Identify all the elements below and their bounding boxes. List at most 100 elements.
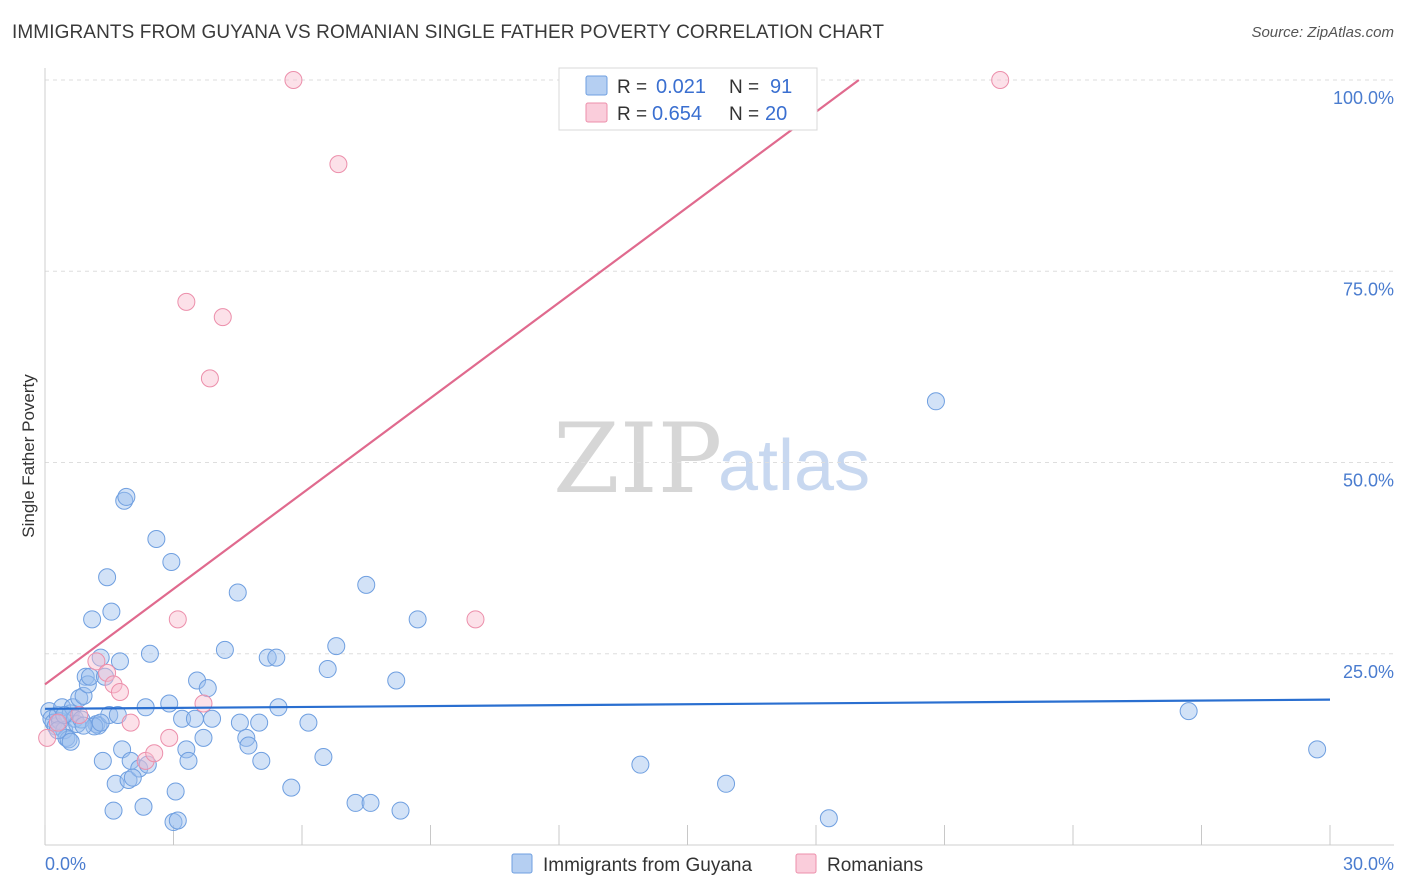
data-point-guyana: [74, 716, 93, 735]
data-point-romanians: [284, 71, 303, 89]
data-point-guyana: [408, 610, 427, 629]
data-point-guyana: [819, 809, 838, 828]
legend-swatch-romanians: [585, 102, 608, 123]
data-point-guyana: [147, 530, 166, 548]
data-point-romanians: [200, 369, 219, 388]
legend-r-value-1: 0.021: [656, 76, 706, 98]
data-point-romanians: [145, 744, 164, 763]
data-point-guyana: [130, 759, 149, 778]
series-romanians-points: [38, 71, 1010, 770]
trend-line-guyana: [44, 698, 1331, 710]
data-point-romanians: [213, 308, 232, 327]
legend-r-label-1: R =: [617, 77, 647, 98]
data-point-romanians: [177, 292, 196, 311]
bottom-legend: Immigrants from Guyana Romanians: [511, 853, 923, 876]
data-point-guyana: [80, 667, 99, 686]
data-point-guyana: [215, 640, 234, 659]
data-point-guyana: [228, 583, 247, 602]
y-axis-label: Single Father Poverty: [19, 374, 38, 538]
data-point-guyana: [282, 778, 301, 797]
y-tick-label: 25.0%: [1343, 662, 1394, 682]
legend-r-label-2: R =: [617, 104, 647, 125]
data-point-guyana: [252, 751, 271, 770]
legend-n-label-2: N =: [729, 104, 759, 125]
legend-r-value-2: 0.654: [652, 103, 702, 125]
data-point-romanians: [329, 155, 348, 174]
x-tick-label-max: 30.0%: [1343, 854, 1394, 874]
x-tick-label-min: 0.0%: [45, 854, 86, 874]
data-point-guyana: [230, 713, 249, 732]
bottom-legend-swatch-romanians: [795, 853, 817, 874]
data-point-guyana: [1179, 702, 1198, 721]
data-point-guyana: [194, 728, 213, 747]
data-point-guyana: [91, 713, 110, 732]
data-point-guyana: [327, 637, 346, 656]
data-point-guyana: [123, 768, 142, 787]
data-point-guyana: [926, 392, 945, 411]
bottom-legend-label-romanians: Romanians: [827, 855, 923, 876]
data-point-guyana: [74, 686, 93, 705]
data-point-romanians: [194, 694, 213, 713]
legend-n-value-1: 91: [770, 76, 792, 98]
y-tick-label: 50.0%: [1343, 471, 1394, 491]
data-point-guyana: [78, 675, 97, 694]
data-point-guyana: [177, 740, 196, 759]
data-point-guyana: [166, 782, 185, 801]
watermark-atlas: atlas: [718, 426, 870, 506]
data-point-guyana: [134, 797, 153, 816]
data-point-guyana: [346, 793, 365, 812]
data-point-guyana: [185, 709, 204, 728]
bottom-legend-label-guyana: Immigrants from Guyana: [543, 855, 752, 876]
data-point-romanians: [466, 610, 485, 629]
legend-n-label-1: N =: [729, 77, 759, 98]
data-point-guyana: [237, 728, 256, 747]
data-point-guyana: [93, 751, 112, 770]
chart-source: Source: ZipAtlas.com: [1251, 24, 1394, 41]
y-tick-label: 100.0%: [1333, 88, 1394, 108]
data-point-guyana: [83, 610, 102, 629]
data-point-guyana: [250, 713, 269, 732]
data-point-guyana: [1308, 740, 1327, 759]
data-point-guyana: [299, 713, 318, 732]
data-point-guyana: [203, 709, 222, 728]
data-point-guyana: [173, 709, 192, 728]
bottom-legend-swatch-guyana: [511, 853, 533, 874]
data-point-guyana: [162, 552, 181, 571]
legend-n-value-2: 20: [765, 103, 787, 125]
data-point-guyana: [110, 652, 129, 671]
data-point-romanians: [98, 663, 117, 682]
data-point-guyana: [98, 568, 117, 587]
data-point-romanians: [48, 713, 67, 732]
data-point-guyana: [267, 648, 286, 667]
data-point-guyana: [387, 671, 406, 690]
data-point-guyana: [198, 679, 217, 698]
data-point-guyana: [357, 575, 376, 594]
data-point-romanians: [70, 705, 89, 724]
data-point-guyana: [55, 705, 74, 724]
data-point-romanians: [38, 728, 57, 747]
data-point-guyana: [102, 602, 121, 621]
data-point-romanians: [121, 713, 140, 732]
y-tick-labels: 100.0% 75.0% 50.0% 25.0%: [1333, 88, 1394, 682]
data-point-guyana: [61, 732, 80, 751]
data-point-romanians: [104, 675, 123, 694]
data-point-guyana: [168, 811, 187, 830]
legend-box: R = 0.021 N = 91 R = 0.654 N = 20: [558, 67, 818, 131]
data-point-guyana: [391, 801, 410, 820]
y-tick-label: 75.0%: [1343, 279, 1394, 299]
chart-title: IMMIGRANTS FROM GUYANA VS ROMANIAN SINGL…: [12, 22, 885, 43]
data-point-guyana: [48, 721, 67, 740]
data-point-romanians: [87, 652, 106, 671]
data-point-guyana: [717, 774, 736, 793]
data-point-guyana: [140, 644, 159, 663]
trend-line-romanians: [44, 79, 860, 686]
data-point-guyana: [117, 487, 136, 506]
data-point-guyana: [631, 755, 650, 774]
data-point-romanians: [168, 610, 187, 629]
data-point-guyana: [179, 751, 198, 770]
data-point-guyana: [239, 736, 258, 755]
data-point-romanians: [160, 728, 179, 747]
data-point-guyana: [104, 801, 123, 820]
watermark-zip: ZIP: [553, 403, 722, 515]
